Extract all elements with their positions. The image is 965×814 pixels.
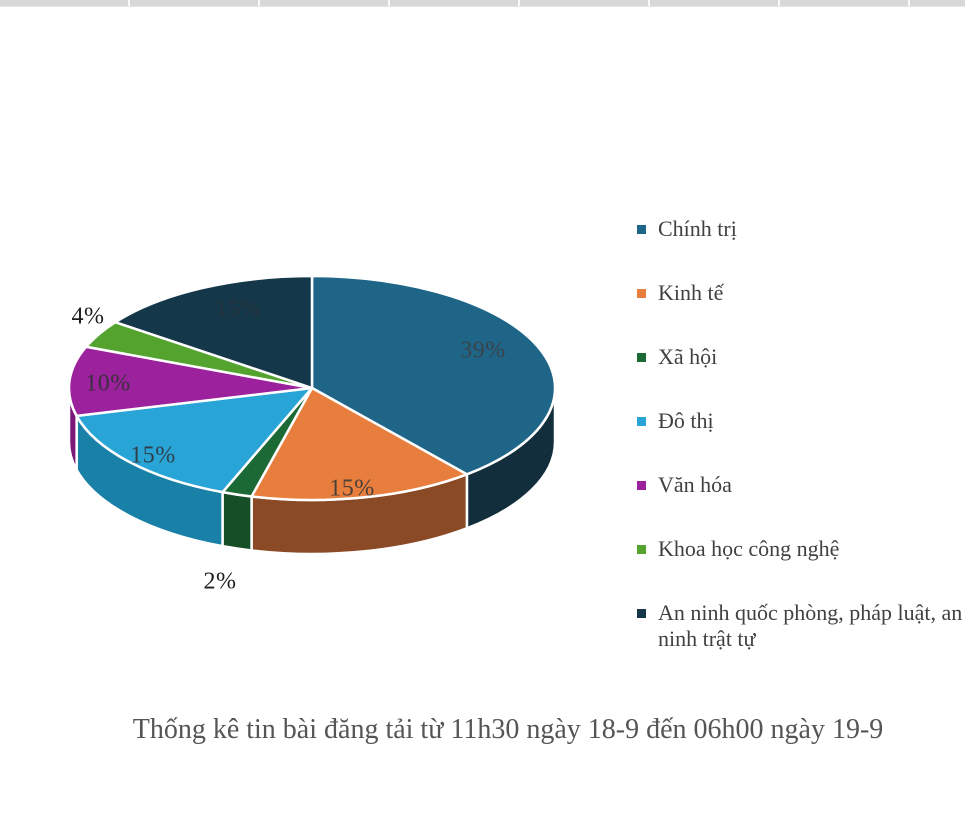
legend-label: An ninh quốc phòng, pháp luật, an ninh t… <box>658 599 963 651</box>
pie-slice-0 <box>310 274 557 476</box>
legend-label: Đô thị <box>658 407 714 433</box>
legend-label: Kinh tế <box>658 279 724 305</box>
legend-item-0: Chính trị <box>637 216 965 242</box>
pie-slice-3 <box>75 386 314 494</box>
legend-swatch-icon <box>637 480 646 490</box>
chart-legend: Chính trị Kinh tế Xã hội Đô thị Văn hóa Khoa … <box>637 216 965 652</box>
pie-slice-1 <box>250 386 469 502</box>
legend-label: Khoa học công nghệ <box>658 535 840 561</box>
legend-item-1: Kinh tế <box>637 280 965 306</box>
legend-label: Xã hội <box>658 343 718 369</box>
legend-swatch-icon <box>637 225 646 234</box>
legend-item-2: Xã hội <box>637 344 965 370</box>
legend-swatch-icon <box>637 608 646 618</box>
legend-swatch-icon <box>637 288 646 298</box>
legend-swatch-icon <box>637 352 646 362</box>
legend-swatch-icon <box>637 416 646 426</box>
pie-slice-4 <box>67 345 314 418</box>
legend-label: Chính trị <box>658 216 737 241</box>
chart-title: Thống kê tin bài đăng tải từ 11h30 ngày … <box>132 714 884 745</box>
ruler-bar <box>0 0 965 7</box>
pie-slice-side-2 <box>221 490 253 552</box>
legend-item-6: An ninh quốc phòng, pháp luật, an ninh t… <box>637 600 965 652</box>
legend-swatch-icon <box>637 544 646 554</box>
legend-item-3: Đô thị <box>637 408 965 434</box>
pie-slice-6 <box>114 274 314 390</box>
legend-item-5: Khoa học công nghệ <box>637 536 965 562</box>
legend-item-4: Văn hóa <box>637 472 965 498</box>
legend-label: Văn hóa <box>658 471 732 497</box>
